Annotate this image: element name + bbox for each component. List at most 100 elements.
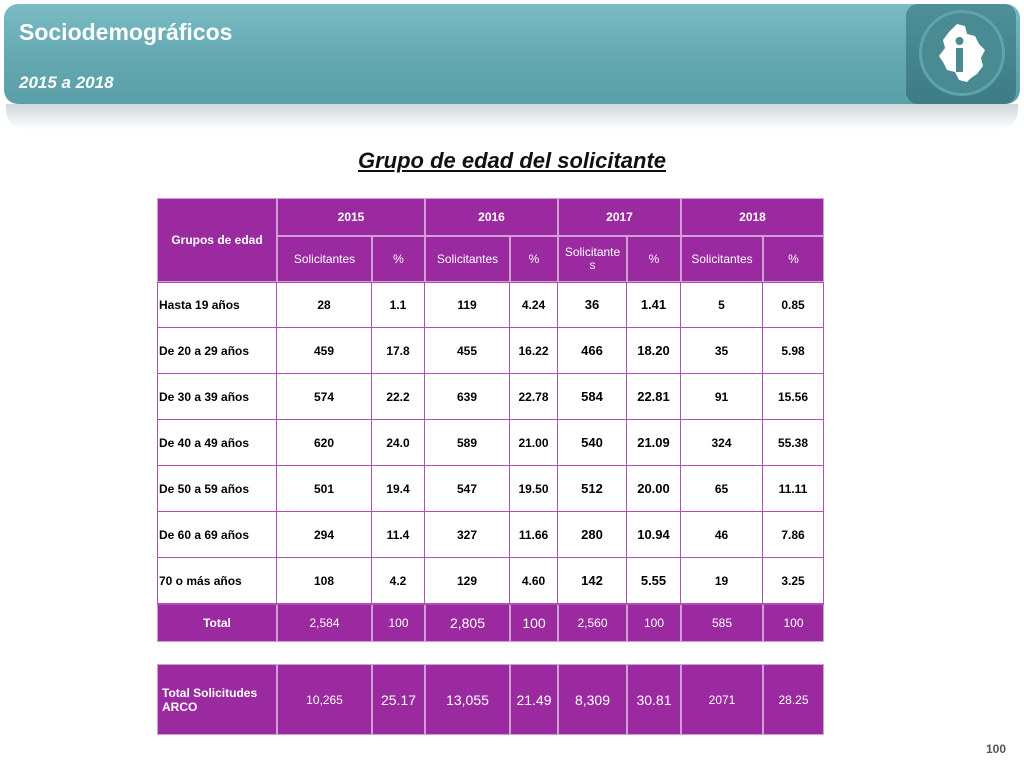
- slide-title: Sociodemográficos: [19, 19, 233, 45]
- row-label: De 20 a 29 años: [157, 328, 277, 374]
- total-cell: 100: [372, 604, 425, 642]
- title-banner: [4, 4, 1020, 104]
- subheader: %: [372, 236, 425, 282]
- table-cell: 24.0: [372, 420, 425, 466]
- table-cell: 36: [558, 282, 627, 328]
- table-cell: 0.85: [763, 282, 824, 328]
- table-cell: 20.00: [627, 466, 681, 512]
- table-cell: 501: [277, 466, 372, 512]
- table-cell: 1.41: [627, 282, 681, 328]
- table-cell: 4.24: [510, 282, 558, 328]
- table-cell: 5.98: [763, 328, 824, 374]
- summary-cell: 13,055: [425, 664, 510, 735]
- page-number: 100: [985, 742, 1006, 756]
- mexico-city-logo-icon: [939, 24, 985, 82]
- table-cell: 280: [558, 512, 627, 558]
- table-cell: 11.4: [372, 512, 425, 558]
- table-cell: 11.66: [510, 512, 558, 558]
- table-cell: 28: [277, 282, 372, 328]
- row-label: De 50 a 59 años: [157, 466, 277, 512]
- total-cell: 2,805: [425, 604, 510, 642]
- row-label: De 30 a 39 años: [157, 374, 277, 420]
- table-cell: 1.1: [372, 282, 425, 328]
- table-cell: 119: [425, 282, 510, 328]
- year-header: 2018: [681, 198, 824, 236]
- table-cell: 324: [681, 420, 763, 466]
- table-cell: 22.78: [510, 374, 558, 420]
- table-cell: 35: [681, 328, 763, 374]
- table-cell: 327: [425, 512, 510, 558]
- row-label: Hasta 19 años: [157, 282, 277, 328]
- table-cell: 46: [681, 512, 763, 558]
- table-cell: 22.2: [372, 374, 425, 420]
- summary-cell: 10,265: [277, 664, 372, 735]
- summary-cell: 8,309: [558, 664, 627, 735]
- table-cell: 540: [558, 420, 627, 466]
- table-cell: 19: [681, 558, 763, 604]
- subheader: %: [627, 236, 681, 282]
- summary-cell: 21.49: [510, 664, 558, 735]
- table-cell: 584: [558, 374, 627, 420]
- table-cell: 547: [425, 466, 510, 512]
- banner-shadow: [6, 104, 1018, 130]
- subheader: Solicitantes: [425, 236, 510, 282]
- summary-cell: 28.25: [763, 664, 824, 735]
- table-cell: 91: [681, 374, 763, 420]
- table-cell: 22.81: [627, 374, 681, 420]
- subheader: Solicitantes: [277, 236, 372, 282]
- table-cell: 18.20: [627, 328, 681, 374]
- summary-row-label: Total Solicitudes ARCO: [157, 664, 277, 735]
- table-cell: 639: [425, 374, 510, 420]
- summary-cell: 30.81: [627, 664, 681, 735]
- table-cell: 4.60: [510, 558, 558, 604]
- table-heading: Grupo de edad del solicitante: [357, 148, 667, 173]
- year-header: 2015: [277, 198, 425, 236]
- table-cell: 459: [277, 328, 372, 374]
- summary-cell: 2071: [681, 664, 763, 735]
- logo-ring: [919, 10, 1005, 96]
- total-row-label: Total: [157, 604, 277, 642]
- table-cell: 589: [425, 420, 510, 466]
- table-cell: 7.86: [763, 512, 824, 558]
- table-cell: 17.8: [372, 328, 425, 374]
- row-label: De 60 a 69 años: [157, 512, 277, 558]
- table-cell: 512: [558, 466, 627, 512]
- total-cell: 100: [763, 604, 824, 642]
- table-cell: 19.50: [510, 466, 558, 512]
- table-cell: 11.11: [763, 466, 824, 512]
- total-cell: 2,584: [277, 604, 372, 642]
- slide-subtitle: 2015 a 2018: [19, 73, 114, 92]
- subheader: %: [510, 236, 558, 282]
- table-cell: 21.00: [510, 420, 558, 466]
- table-cell: 455: [425, 328, 510, 374]
- table-cell: 574: [277, 374, 372, 420]
- table-cell: 10.94: [627, 512, 681, 558]
- table-cell: 15.56: [763, 374, 824, 420]
- subheader: Solicitante s: [558, 236, 627, 282]
- year-header: 2016: [425, 198, 558, 236]
- row-label: De 40 a 49 años: [157, 420, 277, 466]
- table-cell: 466: [558, 328, 627, 374]
- total-cell: 585: [681, 604, 763, 642]
- row-label: 70 o más años: [157, 558, 277, 604]
- subheader: Solicitantes: [681, 236, 763, 282]
- column-header-age-groups: Grupos de edad: [157, 198, 277, 282]
- table-cell: 5: [681, 282, 763, 328]
- total-cell: 100: [510, 604, 558, 642]
- table-cell: 19.4: [372, 466, 425, 512]
- table-cell: 620: [277, 420, 372, 466]
- table-cell: 108: [277, 558, 372, 604]
- table-cell: 3.25: [763, 558, 824, 604]
- total-cell: 2,560: [558, 604, 627, 642]
- table-cell: 142: [558, 558, 627, 604]
- table-cell: 4.2: [372, 558, 425, 604]
- year-header: 2017: [558, 198, 681, 236]
- table-cell: 55.38: [763, 420, 824, 466]
- table-cell: 294: [277, 512, 372, 558]
- logo-box: [906, 4, 1016, 104]
- table-cell: 5.55: [627, 558, 681, 604]
- total-cell: 100: [627, 604, 681, 642]
- summary-cell: 25.17: [372, 664, 425, 735]
- table-cell: 129: [425, 558, 510, 604]
- table-cell: 65: [681, 466, 763, 512]
